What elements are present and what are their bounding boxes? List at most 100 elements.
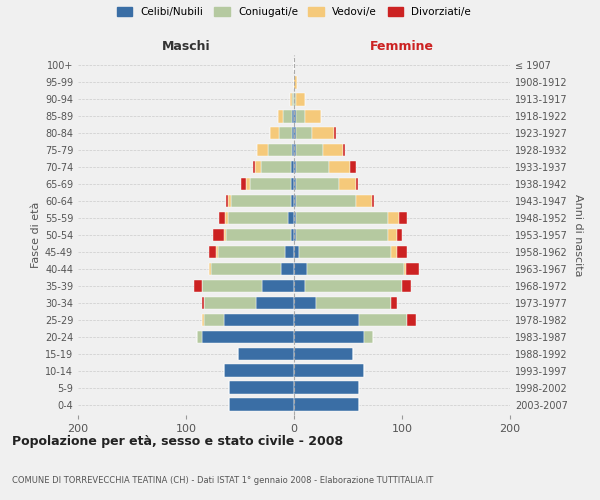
Bar <box>404 262 406 276</box>
Bar <box>224 314 294 326</box>
Bar <box>323 144 343 156</box>
Bar <box>296 93 305 106</box>
Bar <box>202 330 294 344</box>
Bar <box>307 262 404 276</box>
Bar <box>209 246 216 258</box>
Bar <box>372 194 374 207</box>
Bar <box>211 262 281 276</box>
Bar <box>229 382 294 394</box>
Bar <box>224 228 226 241</box>
Bar <box>388 228 397 241</box>
Bar <box>296 144 323 156</box>
Bar <box>294 314 359 326</box>
Bar <box>290 93 292 106</box>
Bar <box>294 398 359 411</box>
Bar <box>299 246 391 258</box>
Bar <box>278 110 283 122</box>
Bar <box>205 296 256 310</box>
Bar <box>224 364 294 377</box>
Bar <box>202 280 262 292</box>
Bar <box>329 160 350 173</box>
Bar <box>202 314 205 326</box>
Bar <box>294 93 296 106</box>
Legend: Celibi/Nubili, Coniugati/e, Vedovi/e, Divorziati/e: Celibi/Nubili, Coniugati/e, Vedovi/e, Di… <box>113 2 475 21</box>
Bar <box>305 280 402 292</box>
Text: Popolazione per età, sesso e stato civile - 2008: Popolazione per età, sesso e stato civil… <box>12 434 343 448</box>
Bar <box>294 194 296 207</box>
Bar <box>397 228 402 241</box>
Bar <box>296 194 356 207</box>
Bar <box>216 246 218 258</box>
Bar <box>296 178 340 190</box>
Bar <box>213 228 224 241</box>
Bar <box>255 160 260 173</box>
Bar <box>296 110 305 122</box>
Bar <box>202 296 205 310</box>
Bar <box>292 126 294 140</box>
Bar <box>241 178 247 190</box>
Bar <box>228 212 287 224</box>
Bar <box>359 314 407 326</box>
Bar <box>294 144 296 156</box>
Bar <box>388 212 399 224</box>
Bar <box>294 228 296 241</box>
Bar <box>294 246 299 258</box>
Bar <box>402 280 410 292</box>
Bar <box>279 126 292 140</box>
Bar <box>218 246 286 258</box>
Bar <box>286 246 294 258</box>
Bar <box>220 212 225 224</box>
Text: Maschi: Maschi <box>161 40 211 54</box>
Bar <box>257 144 268 156</box>
Bar <box>294 330 364 344</box>
Bar <box>292 110 294 122</box>
Bar <box>397 246 407 258</box>
Bar <box>294 348 353 360</box>
Bar <box>292 93 294 106</box>
Bar <box>197 330 202 344</box>
Bar <box>209 262 211 276</box>
Bar <box>296 160 329 173</box>
Bar <box>350 160 356 173</box>
Bar <box>294 212 296 224</box>
Bar <box>226 228 291 241</box>
Bar <box>343 144 345 156</box>
Bar <box>313 126 334 140</box>
Bar <box>205 314 224 326</box>
Bar <box>194 280 202 292</box>
Bar <box>294 76 297 88</box>
Bar <box>232 194 291 207</box>
Bar <box>391 246 397 258</box>
Bar <box>294 110 296 122</box>
Bar <box>262 280 294 292</box>
Bar <box>305 110 321 122</box>
Bar <box>294 160 296 173</box>
Bar <box>270 126 279 140</box>
Bar <box>291 228 294 241</box>
Bar <box>260 160 291 173</box>
Bar <box>228 194 232 207</box>
Bar <box>226 194 228 207</box>
Bar <box>268 144 292 156</box>
Bar <box>296 212 388 224</box>
Bar <box>356 178 358 190</box>
Bar <box>294 296 316 310</box>
Bar <box>334 126 336 140</box>
Bar <box>256 296 294 310</box>
Bar <box>250 178 291 190</box>
Bar <box>247 178 250 190</box>
Bar <box>391 296 397 310</box>
Bar <box>294 126 296 140</box>
Bar <box>406 262 419 276</box>
Bar <box>340 178 356 190</box>
Y-axis label: Fasce di età: Fasce di età <box>31 202 41 268</box>
Bar <box>238 348 294 360</box>
Y-axis label: Anni di nascita: Anni di nascita <box>573 194 583 276</box>
Bar <box>291 178 294 190</box>
Bar <box>281 262 294 276</box>
Bar <box>294 262 307 276</box>
Bar <box>399 212 407 224</box>
Bar <box>229 398 294 411</box>
Bar <box>296 126 313 140</box>
Bar <box>294 280 305 292</box>
